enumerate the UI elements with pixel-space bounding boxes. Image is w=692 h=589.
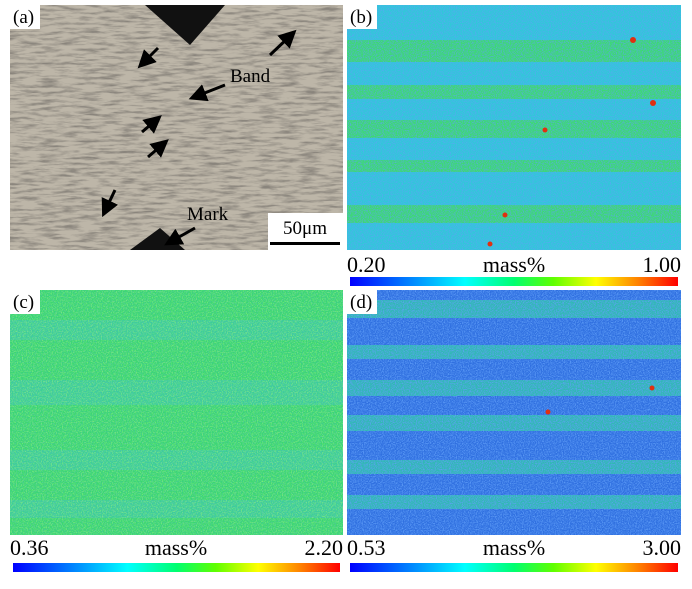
spot bbox=[502, 212, 508, 218]
label-bg bbox=[347, 5, 377, 29]
max-label: 1.00 bbox=[643, 252, 682, 277]
arrow bbox=[101, 189, 118, 218]
arrow bbox=[268, 29, 297, 57]
min-label: 0.53 bbox=[347, 535, 386, 560]
max-label: 2.20 bbox=[305, 535, 344, 560]
panel-b: (b) 0.20 mass% 1.00 bbox=[347, 5, 681, 286]
hot-spots bbox=[545, 385, 655, 415]
scale-bar bbox=[270, 242, 340, 245]
scale-bar-label: 50μm bbox=[283, 218, 327, 239]
indent-mark bbox=[145, 5, 225, 45]
arrow bbox=[137, 46, 160, 69]
label-bg bbox=[347, 290, 377, 314]
panel-label: (d) bbox=[350, 292, 372, 313]
hot-spots bbox=[487, 37, 656, 247]
annotation: Band bbox=[230, 66, 271, 87]
spot bbox=[649, 385, 655, 391]
map-noise bbox=[347, 5, 681, 250]
min-label: 0.36 bbox=[10, 535, 49, 560]
panel-label: (c) bbox=[13, 292, 34, 313]
spot bbox=[487, 241, 493, 247]
arrow bbox=[164, 226, 196, 246]
arrow bbox=[147, 139, 169, 159]
arrows bbox=[101, 29, 297, 246]
label-bg bbox=[10, 5, 40, 29]
colorbar bbox=[13, 563, 340, 572]
label-bg bbox=[10, 290, 40, 314]
panel-d: (d) 0.53 mass% 3.00 bbox=[347, 290, 681, 572]
max-label: 3.00 bbox=[643, 535, 682, 560]
map-noise bbox=[10, 290, 343, 535]
min-label: 0.20 bbox=[347, 252, 386, 277]
colorbar bbox=[350, 277, 678, 286]
panel-label: (a) bbox=[13, 7, 34, 28]
arrow bbox=[188, 83, 226, 102]
spot bbox=[545, 409, 551, 415]
spot bbox=[542, 127, 548, 133]
arrow bbox=[141, 115, 162, 134]
panel-c: (c) 0.36 mass% 2.20 bbox=[10, 290, 343, 572]
unit-label: mass% bbox=[145, 535, 207, 560]
unit-label: mass% bbox=[483, 535, 545, 560]
annotation: Mark bbox=[187, 204, 229, 225]
colorbar bbox=[350, 563, 678, 572]
map-noise bbox=[347, 290, 681, 535]
panel-a: (a) Band Mark 50μm bbox=[10, 5, 343, 250]
panel-label: (b) bbox=[350, 7, 372, 28]
spot bbox=[650, 100, 656, 106]
unit-label: mass% bbox=[483, 252, 545, 277]
spot bbox=[630, 37, 636, 43]
